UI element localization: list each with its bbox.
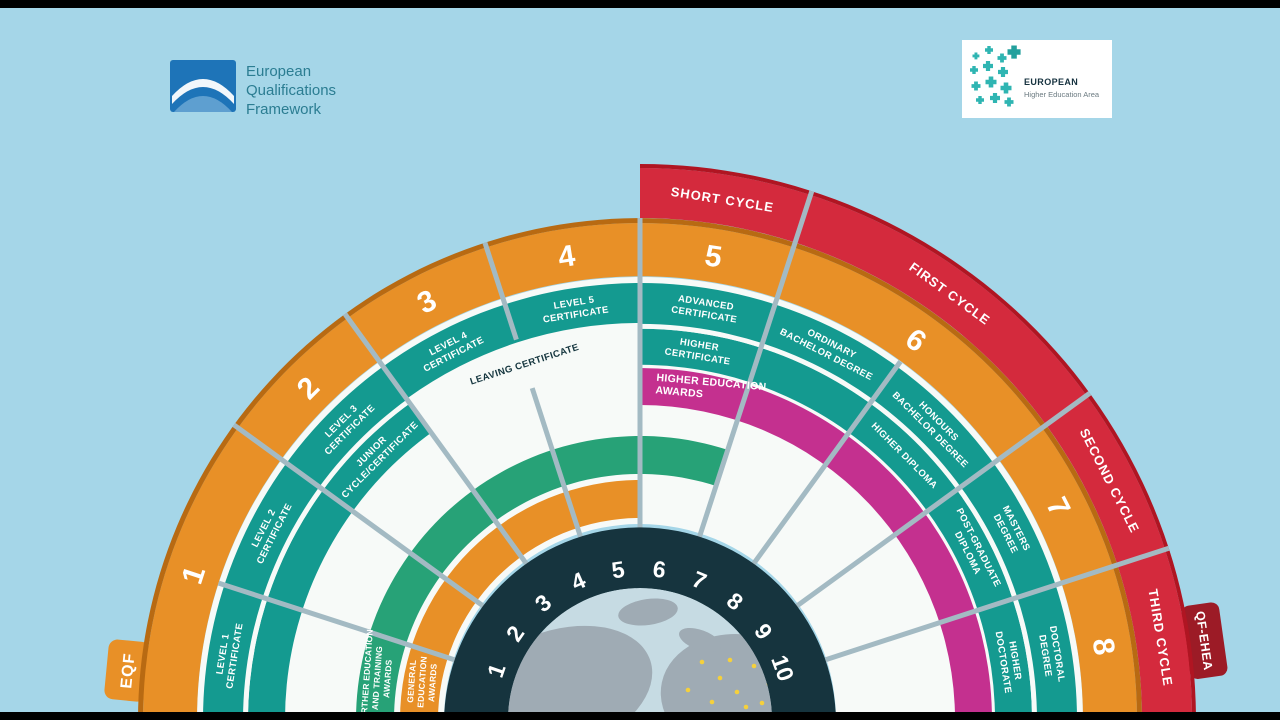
segment-divider	[696, 190, 815, 539]
ehea-cross-shape	[997, 53, 1007, 63]
eqf-tab: EQF	[104, 639, 151, 702]
ehea-logo-title: EUROPEAN	[1024, 77, 1078, 87]
ehea-cross-shape	[1000, 82, 1012, 94]
globe-landmass	[660, 634, 772, 720]
globe-landmass	[679, 627, 721, 653]
higher-education-band	[640, 368, 992, 720]
segment-divider	[482, 241, 519, 341]
segment-divider	[750, 360, 903, 567]
further-education-awards-label: FURTHER EDUCATIONAND TRAININGAWARDS	[358, 629, 396, 720]
ehea-cross-shape	[970, 66, 978, 74]
ehea-cross-shape	[983, 61, 993, 71]
segment-divider	[217, 580, 459, 664]
ehea-logo-subtitle: Higher Education Area	[1024, 90, 1100, 99]
segment-divider	[821, 545, 1170, 664]
globe-city-light	[717, 675, 723, 681]
ehea-cross-shape	[1004, 97, 1014, 107]
ehea-cross-shape	[1007, 45, 1021, 59]
globe-city-light	[759, 700, 765, 706]
ehea-cross-shape	[985, 46, 993, 54]
eqf-level-number: 5	[703, 239, 725, 274]
further-education-band	[356, 435, 728, 720]
ehea-cross-shape	[998, 67, 1008, 77]
globe-city-light	[685, 687, 691, 693]
nfq-level-number: 6	[651, 555, 667, 582]
ehea-cross-shape	[990, 93, 1000, 103]
eqf-logo-icon	[170, 60, 236, 112]
eqf-logo-title-line: Qualifications	[246, 82, 337, 99]
eqf-logo: European Qualifications Framework	[170, 60, 336, 119]
ehea-cross-shape	[976, 96, 984, 104]
nfq-level-number: 5	[610, 556, 627, 584]
eqf-tab-label: EQF	[118, 652, 138, 689]
segment-divider	[232, 422, 487, 610]
globe-city-light	[727, 657, 733, 663]
eqf-ring	[143, 223, 1137, 720]
letterbox-bottom	[0, 712, 1280, 720]
general-education-band	[400, 480, 640, 720]
globe-city-light	[709, 699, 715, 705]
qf-ehea-tab: QF-EHEA	[1181, 602, 1228, 679]
qf-ehea-tab-bg	[1181, 602, 1228, 679]
bridge-arch-shape	[174, 96, 232, 112]
eqf-logo-title-line: European	[246, 63, 312, 80]
eqf-logo-title: European Qualifications Framework	[246, 62, 336, 119]
ehea-logo-icon: EUROPEAN Higher Education Area	[970, 45, 1100, 107]
globe-city-light	[699, 659, 705, 665]
ehea-cross-shape	[985, 76, 997, 88]
globe-city-light	[743, 704, 749, 710]
leaving-certificate-panel	[406, 323, 640, 436]
qf-ehea-ring	[640, 168, 1193, 720]
segment-divider	[793, 391, 1092, 610]
letterbox-top	[0, 0, 1280, 8]
eqf-logo-title-line: Framework	[246, 101, 322, 118]
nfq-number-ring	[444, 527, 836, 720]
ehea-cross-shape	[972, 52, 980, 60]
globe-city-light	[734, 689, 740, 695]
ehea-cross-shape	[971, 81, 981, 91]
bridge-icon	[172, 79, 234, 104]
segment-divider	[342, 312, 530, 567]
ehea-logo: EUROPEAN Higher Education Area	[962, 40, 1112, 118]
general-education-awards-label: GENERALEDUCATIONAWARDS	[405, 655, 440, 709]
segment-divider	[529, 387, 584, 539]
eqf-level-number: 8	[1086, 636, 1121, 658]
eqf-tab-bg	[104, 639, 151, 702]
eqf-level-number: 4	[556, 239, 578, 274]
globe-landmass	[618, 598, 678, 626]
globe-city-light	[751, 663, 757, 669]
